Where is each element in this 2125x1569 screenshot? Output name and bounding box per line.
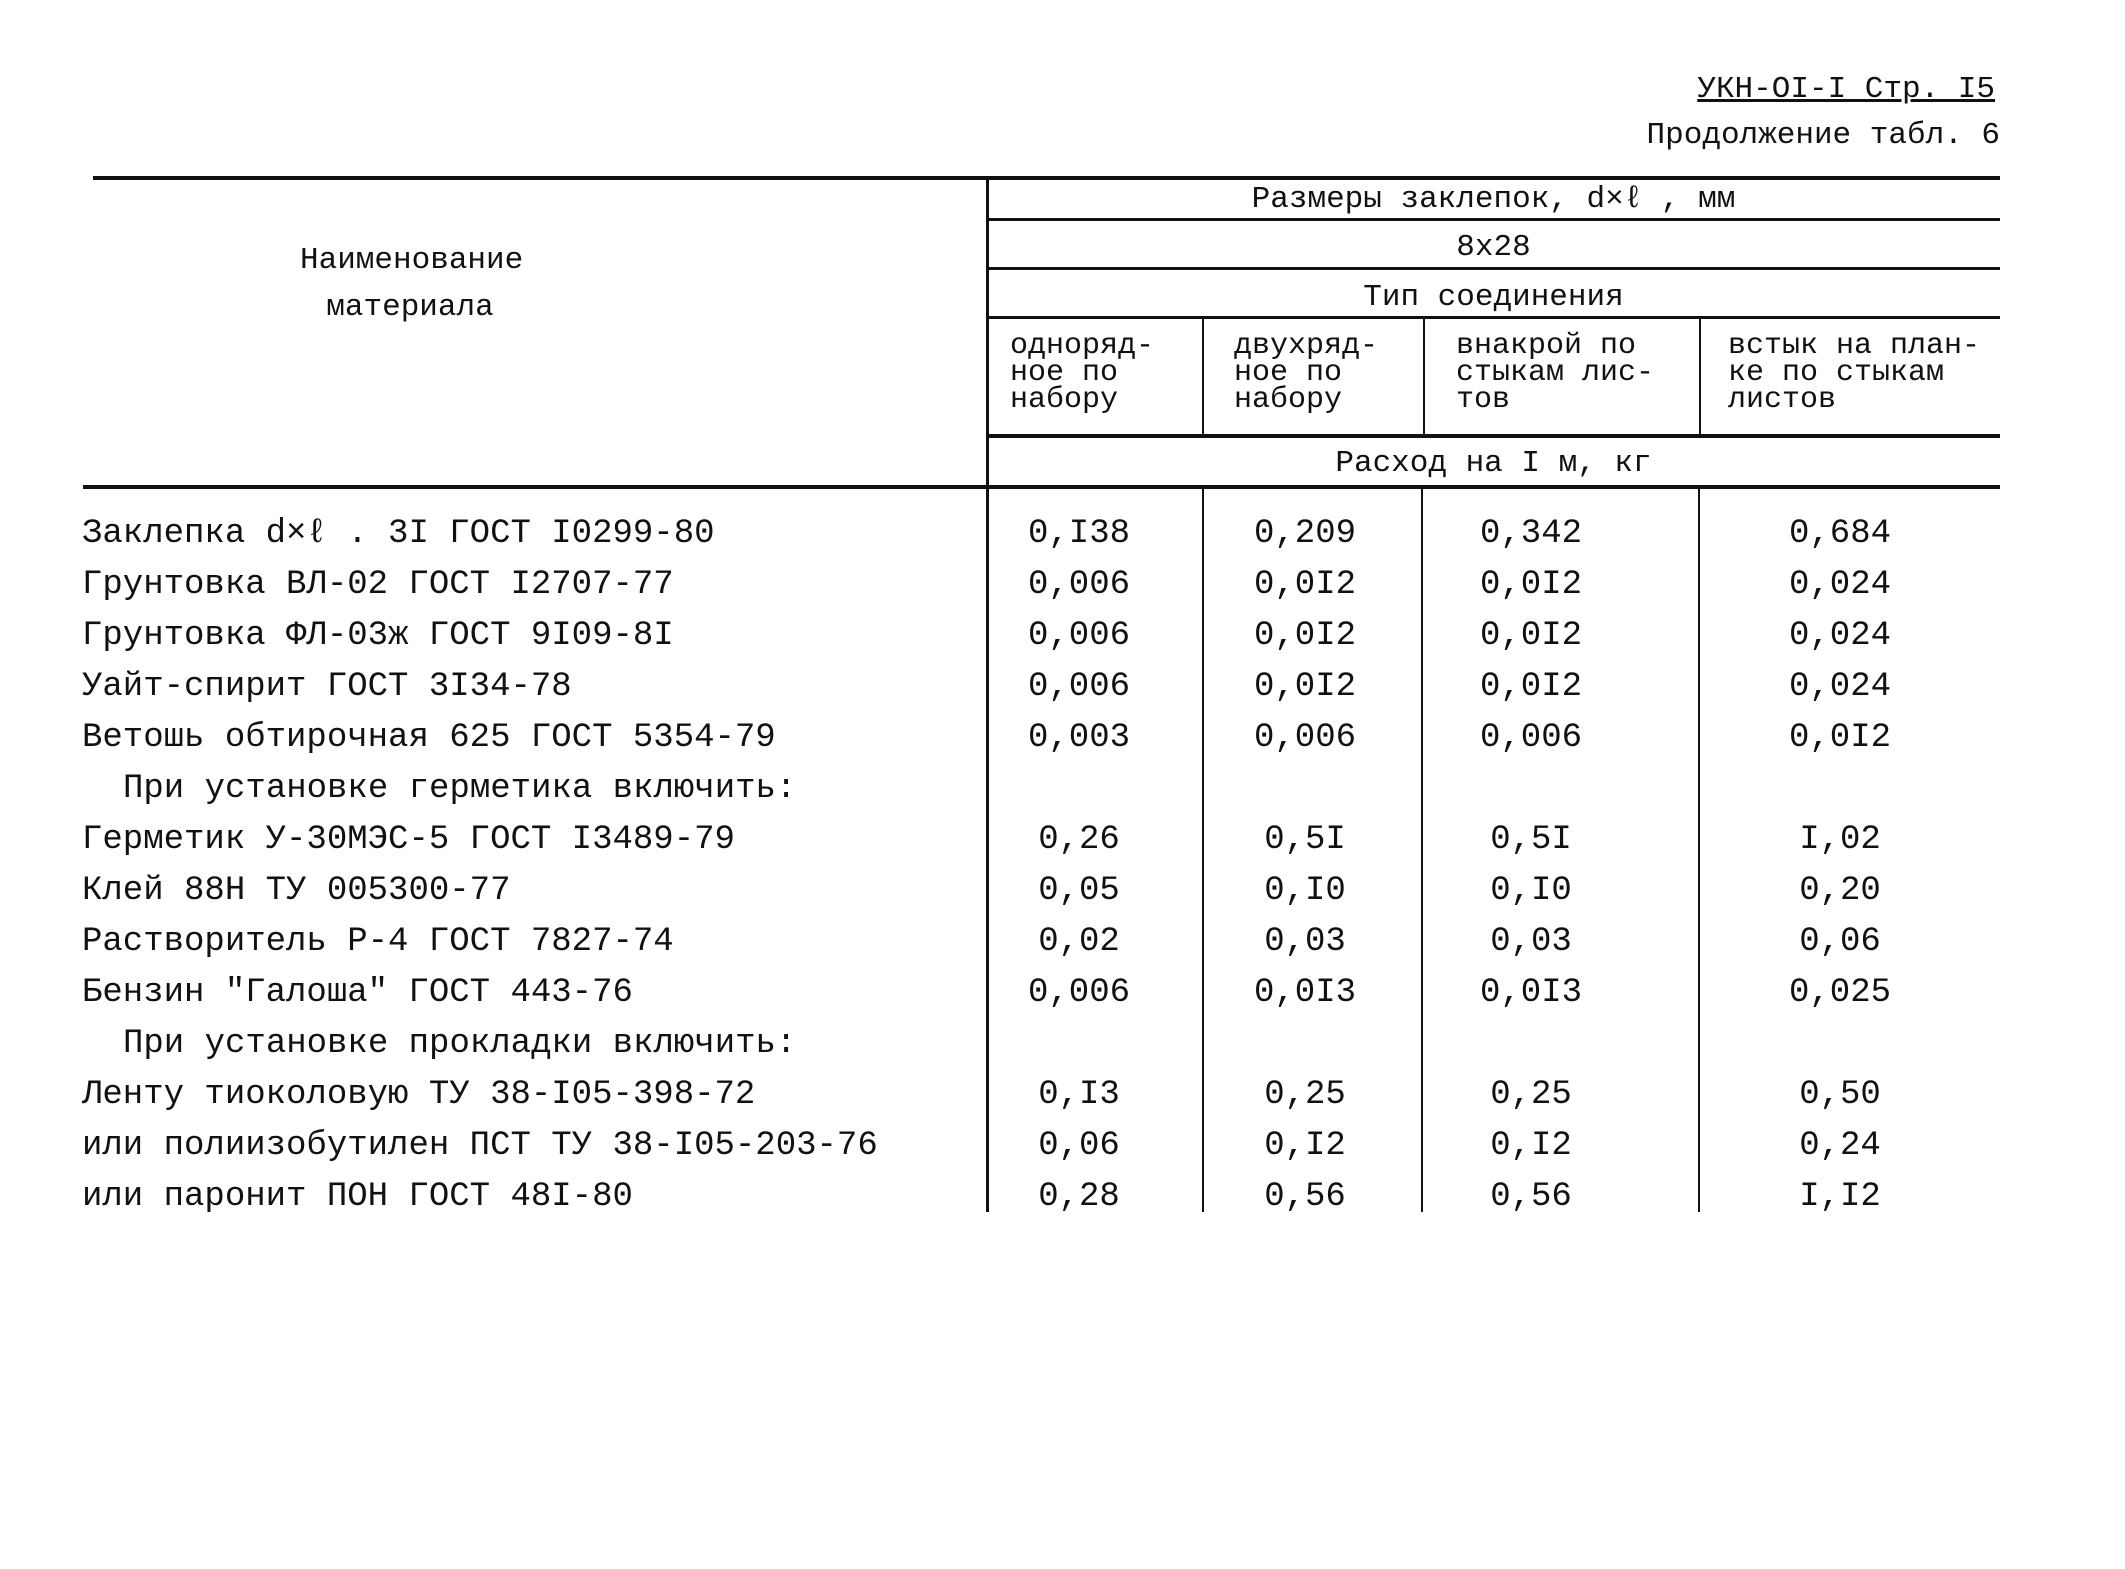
column-rule bbox=[1202, 316, 1204, 436]
cell-value: I,I2 bbox=[1799, 1178, 1881, 1216]
cell-value: 0,I2 bbox=[1490, 1127, 1572, 1165]
cell-value: 0,5I bbox=[1264, 821, 1346, 859]
cell-value: 0,25 bbox=[1264, 1076, 1346, 1114]
cell-value: 0,I0 bbox=[1264, 872, 1346, 910]
column-rule bbox=[1423, 316, 1425, 436]
material-name: или паронит ПОН ГОСТ 48I-80 bbox=[82, 1178, 633, 1216]
cell-value: 0,003 bbox=[1027, 719, 1131, 757]
cell-value: 0,50 bbox=[1799, 1076, 1881, 1114]
column-rule bbox=[1698, 487, 1700, 1212]
column-header: Тип соединения bbox=[1363, 280, 1624, 315]
cell-value: 0,0I2 bbox=[1479, 566, 1583, 604]
material-name: Бензин "Галоша" ГОСТ 443-76 bbox=[82, 974, 633, 1012]
material-name: Ленту тиоколовую ТУ 38-I05-398-72 bbox=[82, 1076, 756, 1114]
cell-value: 0,56 bbox=[1490, 1178, 1572, 1216]
column-header: встык на план- ке по стыкам листов bbox=[1728, 329, 1981, 417]
cell-value: 0,006 bbox=[1027, 974, 1131, 1012]
material-name: Растворитель Р-4 ГОСТ 7827-74 bbox=[82, 923, 674, 961]
cell-value: 0,I2 bbox=[1264, 1127, 1346, 1165]
material-name: Уайт-спирит ГОСТ 3I34-78 bbox=[82, 668, 572, 706]
column-header: Наименование материала bbox=[300, 243, 524, 325]
cell-value: 0,209 bbox=[1253, 515, 1357, 553]
cell-value: 0,05 bbox=[1038, 872, 1120, 910]
cell-value: 0,024 bbox=[1788, 617, 1892, 655]
cell-value: 0,006 bbox=[1027, 668, 1131, 706]
material-name: Ветошь обтирочная 625 ГОСТ 5354-79 bbox=[82, 719, 776, 757]
cell-value: 0,0I2 bbox=[1253, 617, 1357, 655]
cell-value: 0,24 bbox=[1799, 1127, 1881, 1165]
column-header: одноряд- ное по набору bbox=[1010, 329, 1155, 417]
cell-value: 0,20 bbox=[1799, 872, 1881, 910]
cell-value: 0,I38 bbox=[1027, 515, 1131, 553]
column-rule bbox=[1699, 316, 1701, 436]
cell-value: 0,28 bbox=[1038, 1178, 1120, 1216]
cell-value: I,02 bbox=[1799, 821, 1881, 859]
cell-value: 0,342 bbox=[1479, 515, 1583, 553]
column-header: двухряд- ное по набору bbox=[1234, 329, 1379, 417]
cell-value: 0,0I2 bbox=[1253, 668, 1357, 706]
cell-value: 0,006 bbox=[1479, 719, 1583, 757]
table-continuation: Продолжение табл. 6 bbox=[1646, 118, 2000, 153]
column-rule bbox=[1421, 487, 1423, 1212]
column-header: 8x28 bbox=[1456, 230, 1531, 265]
cell-value: 0,024 bbox=[1788, 668, 1892, 706]
cell-value: 0,26 bbox=[1038, 821, 1120, 859]
section-label: При установке герметика включить: bbox=[123, 770, 797, 808]
cell-value: 0,56 bbox=[1264, 1178, 1346, 1216]
cell-value: 0,006 bbox=[1027, 617, 1131, 655]
cell-value: 0,I3 bbox=[1038, 1076, 1120, 1114]
rule bbox=[83, 485, 2000, 489]
cell-value: 0,006 bbox=[1027, 566, 1131, 604]
cell-value: 0,06 bbox=[1038, 1127, 1120, 1165]
rule bbox=[987, 267, 2000, 270]
cell-value: 0,03 bbox=[1264, 923, 1346, 961]
material-name: Грунтовка ВЛ-02 ГОСТ I2707-77 bbox=[82, 566, 674, 604]
cell-value: 0,024 bbox=[1788, 566, 1892, 604]
cell-value: 0,0I2 bbox=[1479, 668, 1583, 706]
cell-value: 0,006 bbox=[1253, 719, 1357, 757]
cell-value: 0,0I3 bbox=[1479, 974, 1583, 1012]
cell-value: 0,025 bbox=[1788, 974, 1892, 1012]
column-header: Размеры заклепок, d×ℓ , мм bbox=[1251, 182, 1736, 217]
material-name: Заклепка d×ℓ . 3I ГОСТ I0299-80 bbox=[82, 515, 715, 553]
cell-value: 0,03 bbox=[1490, 923, 1572, 961]
column-header: Расход на I м, кг bbox=[1335, 446, 1652, 481]
page-reference: УКН-OI-I Стр. I5 bbox=[1697, 72, 1995, 107]
cell-value: 0,5I bbox=[1490, 821, 1572, 859]
material-name: Клей 88Н ТУ 005300-77 bbox=[82, 872, 511, 910]
rule bbox=[987, 218, 2000, 221]
cell-value: 0,0I2 bbox=[1788, 719, 1892, 757]
column-rule bbox=[1202, 487, 1204, 1212]
cell-value: 0,0I2 bbox=[1253, 566, 1357, 604]
cell-value: 0,0I2 bbox=[1479, 617, 1583, 655]
section-label: При установке прокладки включить: bbox=[123, 1025, 797, 1063]
rule bbox=[93, 176, 2000, 180]
material-name: или полиизобутилен ПСТ ТУ 38-I05-203-76 bbox=[82, 1127, 878, 1165]
cell-value: 0,06 bbox=[1799, 923, 1881, 961]
cell-value: 0,0I3 bbox=[1253, 974, 1357, 1012]
column-header: внакрой по стыкам лис- тов bbox=[1456, 329, 1655, 417]
cell-value: 0,684 bbox=[1788, 515, 1892, 553]
cell-value: 0,25 bbox=[1490, 1076, 1572, 1114]
cell-value: 0,02 bbox=[1038, 923, 1120, 961]
material-name: Герметик У-30МЭС-5 ГОСТ I3489-79 bbox=[82, 821, 735, 859]
rule bbox=[987, 434, 2000, 438]
rule bbox=[987, 316, 2000, 319]
material-name: Грунтовка ФЛ-03ж ГОСТ 9I09-8I bbox=[82, 617, 674, 655]
cell-value: 0,I0 bbox=[1490, 872, 1572, 910]
column-rule bbox=[986, 176, 989, 1212]
